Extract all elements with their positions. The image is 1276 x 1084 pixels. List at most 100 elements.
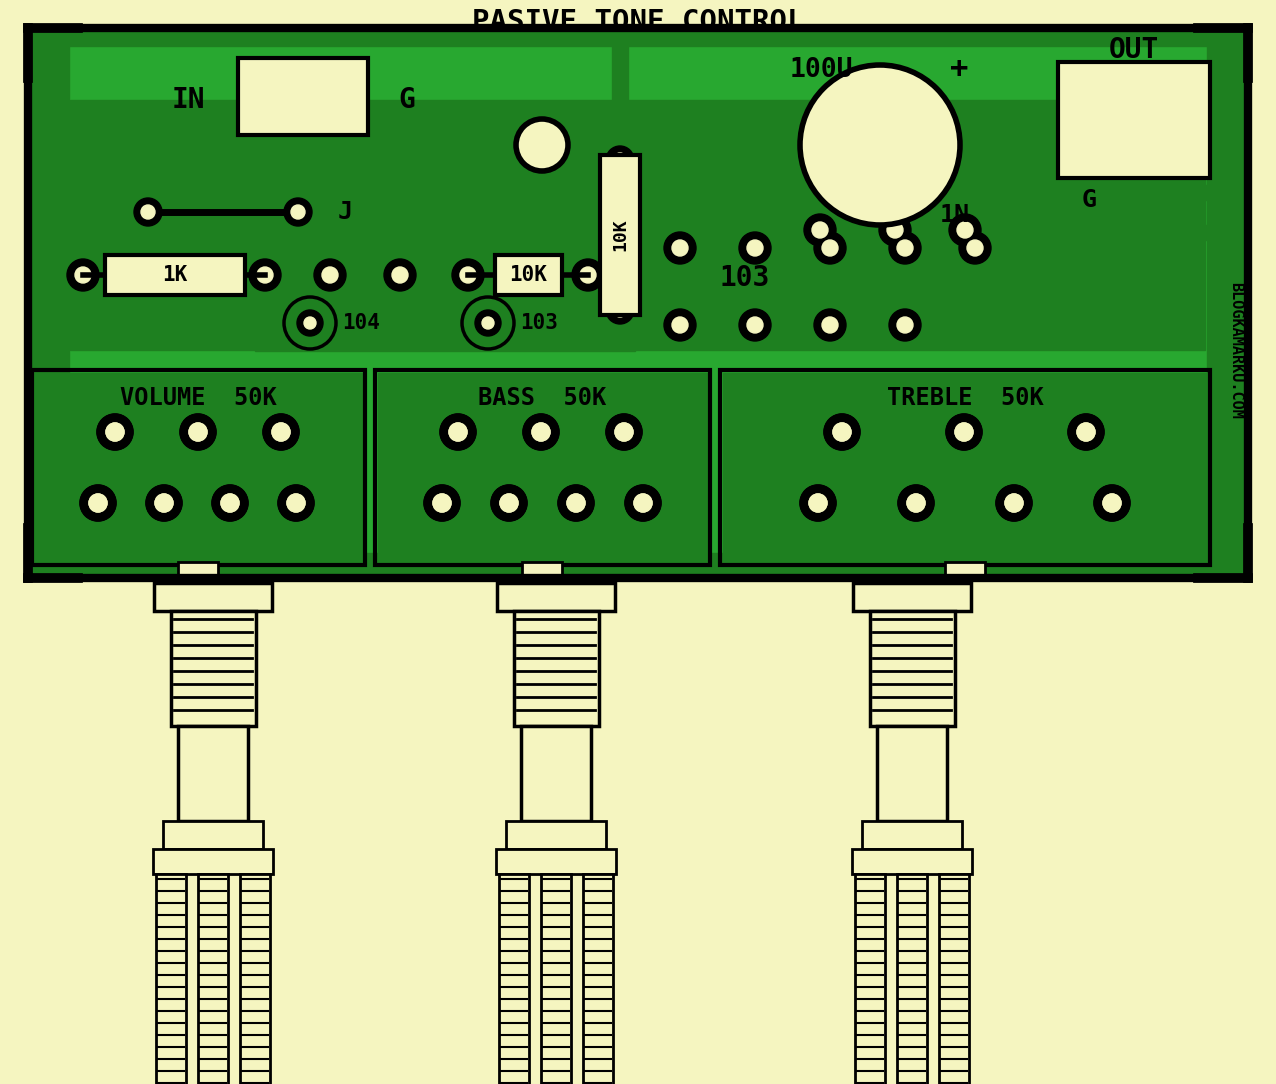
Circle shape	[1077, 423, 1095, 441]
Circle shape	[424, 485, 461, 521]
Circle shape	[285, 297, 336, 349]
Circle shape	[615, 423, 633, 441]
Bar	[852, 583, 971, 611]
Circle shape	[519, 410, 563, 454]
Bar	[507, 821, 606, 849]
Bar	[612, 46, 628, 155]
Text: TREBLE  50K: TREBLE 50K	[887, 386, 1044, 410]
Circle shape	[97, 414, 133, 450]
Circle shape	[279, 194, 316, 230]
Bar	[897, 874, 926, 1084]
Circle shape	[664, 232, 695, 264]
Circle shape	[287, 494, 305, 512]
Circle shape	[500, 494, 518, 512]
Circle shape	[800, 485, 836, 521]
Circle shape	[424, 485, 461, 521]
Bar	[177, 726, 248, 821]
Circle shape	[263, 414, 299, 450]
Circle shape	[621, 481, 665, 525]
Circle shape	[625, 485, 661, 521]
Bar	[37, 489, 360, 517]
Circle shape	[449, 423, 467, 441]
Bar	[660, 315, 990, 335]
Circle shape	[68, 259, 100, 291]
Text: 10K: 10K	[611, 219, 629, 251]
Circle shape	[1068, 414, 1104, 450]
Circle shape	[1102, 494, 1122, 512]
Circle shape	[1102, 494, 1122, 512]
Circle shape	[420, 481, 464, 525]
Circle shape	[558, 485, 595, 521]
Bar	[521, 726, 591, 821]
Circle shape	[660, 305, 701, 345]
Circle shape	[142, 481, 186, 525]
Bar	[198, 874, 228, 1084]
Bar	[70, 100, 1205, 350]
Circle shape	[63, 255, 103, 295]
Circle shape	[809, 494, 827, 512]
Circle shape	[634, 494, 652, 512]
Circle shape	[89, 494, 107, 512]
Circle shape	[487, 481, 531, 525]
Bar	[105, 255, 245, 295]
Circle shape	[89, 494, 107, 512]
Circle shape	[997, 485, 1032, 521]
Circle shape	[532, 423, 550, 441]
Circle shape	[558, 485, 595, 521]
Circle shape	[612, 153, 627, 167]
Polygon shape	[244, 136, 330, 195]
Text: +: +	[951, 53, 968, 82]
Text: IN: IN	[171, 86, 205, 114]
Circle shape	[1083, 130, 1123, 170]
Circle shape	[449, 423, 467, 441]
Circle shape	[615, 423, 633, 441]
Circle shape	[889, 232, 921, 264]
Circle shape	[436, 410, 480, 454]
Circle shape	[810, 305, 850, 345]
Circle shape	[491, 485, 527, 521]
Circle shape	[567, 494, 584, 512]
Circle shape	[960, 232, 991, 264]
Circle shape	[822, 317, 838, 333]
Circle shape	[176, 410, 219, 454]
Circle shape	[278, 485, 314, 521]
Circle shape	[314, 259, 346, 291]
Text: PASIVE TONE CONTROL: PASIVE TONE CONTROL	[472, 8, 804, 36]
Circle shape	[842, 136, 863, 155]
Bar	[855, 874, 886, 1084]
Circle shape	[621, 481, 665, 525]
Text: 10K: 10K	[509, 264, 547, 285]
Circle shape	[308, 72, 357, 122]
Bar	[177, 562, 218, 577]
Bar	[946, 562, 985, 577]
Circle shape	[272, 423, 290, 441]
Circle shape	[1094, 485, 1131, 521]
Circle shape	[272, 87, 292, 107]
Text: OUT: OUT	[1109, 36, 1159, 64]
Text: BLOGKAMARKU.COM: BLOGKAMARKU.COM	[1229, 282, 1244, 418]
Bar	[600, 155, 641, 315]
Circle shape	[664, 309, 695, 341]
Circle shape	[946, 414, 983, 450]
Circle shape	[77, 481, 120, 525]
Circle shape	[154, 494, 174, 512]
Circle shape	[1064, 410, 1108, 454]
Bar	[34, 373, 362, 562]
Circle shape	[532, 423, 550, 441]
Bar	[980, 185, 1207, 201]
Circle shape	[1005, 494, 1023, 512]
Circle shape	[176, 410, 219, 454]
Circle shape	[221, 494, 239, 512]
Text: J: J	[338, 201, 353, 224]
Circle shape	[452, 259, 484, 291]
Circle shape	[735, 305, 775, 345]
Text: G: G	[398, 86, 415, 114]
Text: 1N: 1N	[940, 203, 970, 227]
Circle shape	[145, 485, 182, 521]
Circle shape	[1068, 414, 1104, 450]
Bar	[1058, 62, 1210, 178]
Circle shape	[746, 317, 763, 333]
Circle shape	[949, 214, 981, 246]
Circle shape	[822, 240, 838, 256]
Circle shape	[491, 485, 527, 521]
